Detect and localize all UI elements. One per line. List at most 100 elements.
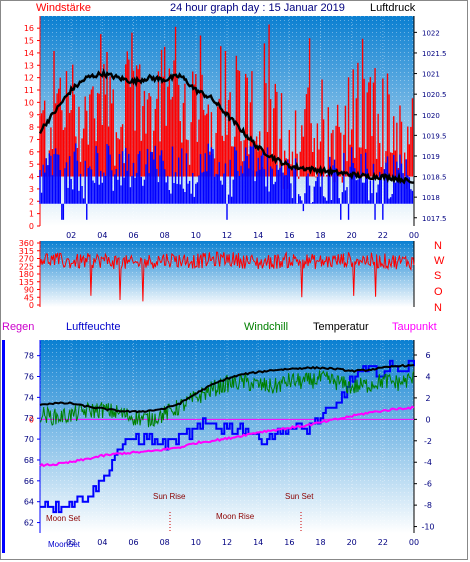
temperature-tick-label: 6 xyxy=(425,351,430,360)
wind-tick-label: 10 xyxy=(24,98,34,107)
wind-tick-label: 16 xyxy=(24,24,34,33)
wind-tick-label: 0 xyxy=(29,222,34,231)
wind-tick-label: 11 xyxy=(24,86,34,95)
time-tick-label: 08 xyxy=(160,538,170,547)
rain-label: Regen xyxy=(2,321,34,333)
time-tick-label: 02 xyxy=(66,538,76,547)
pressure-tick-label: 1020 xyxy=(422,112,440,120)
pressure-line xyxy=(38,68,415,185)
wind-tick-label: 8 xyxy=(29,123,34,132)
pressure-tick-label: 1021 xyxy=(422,71,440,79)
direction-letter-o: O xyxy=(434,286,443,298)
time-tick-label: 20 xyxy=(347,231,357,240)
rain-marker-label: 0 xyxy=(29,415,34,424)
wind-tick-label: 2 xyxy=(29,197,34,206)
time-tick-label: 14 xyxy=(253,538,263,547)
direction-letter-n2: N xyxy=(434,302,442,314)
pressure-tick-label: 1021.5 xyxy=(422,50,447,58)
time-tick-label: 22 xyxy=(378,231,388,240)
pressure-tick-label: 1018.5 xyxy=(422,174,447,182)
direction-tick-label: 45 xyxy=(24,293,34,302)
humidity-tick-label: 72 xyxy=(24,414,34,423)
wind-tick-label: 14 xyxy=(24,49,34,58)
pressure-label: Luftdruck xyxy=(370,2,416,14)
time-tick-label: 14 xyxy=(253,231,263,240)
wind-pressure-plot: 0123456789101112131415161017.510181018.5… xyxy=(24,16,447,240)
time-tick-label: 00 xyxy=(409,231,419,240)
time-tick-label: 00 xyxy=(409,538,419,547)
time-tick-label: 10 xyxy=(191,538,201,547)
wind-tick-label: 9 xyxy=(29,111,34,120)
wind-tick-label: 3 xyxy=(29,185,34,194)
humidity-tick-label: 78 xyxy=(24,352,34,361)
pressure-tick-label: 1019.5 xyxy=(422,132,447,140)
rain-axis-bar xyxy=(2,340,5,553)
wind-average-series xyxy=(39,139,414,220)
humidity-tick-label: 62 xyxy=(24,519,34,528)
wind-tick-label: 15 xyxy=(24,37,34,46)
direction-tick-label: 180 xyxy=(19,270,34,279)
time-tick-label: 08 xyxy=(160,231,170,240)
windchill-line xyxy=(39,370,415,428)
humidity-label: Luftfeuchte xyxy=(66,321,120,333)
wind-tick-label: 12 xyxy=(24,74,34,83)
pressure-tick-label: 1018 xyxy=(422,194,440,202)
direction-letter-s: S xyxy=(434,270,441,282)
time-tick-label: 02 xyxy=(66,231,76,240)
wind-tick-label: 5 xyxy=(29,160,34,169)
time-tick-label: 22 xyxy=(378,538,388,547)
temperature-label: Temperatur xyxy=(313,321,369,333)
temperature-tick-label: -10 xyxy=(421,523,434,532)
direction-tick-label: 360 xyxy=(19,239,34,248)
time-tick-label: 18 xyxy=(315,231,325,240)
direction-tick-label: 315 xyxy=(19,247,34,256)
temperature-tick-label: -4 xyxy=(424,458,432,467)
time-tick-label: 04 xyxy=(97,231,107,240)
temperature-tick-label: 0 xyxy=(425,415,430,424)
time-tick-label: 04 xyxy=(97,538,107,547)
dewpoint-label: Taupunkt xyxy=(392,321,437,333)
humidity-tick-label: 64 xyxy=(24,498,34,507)
windchill-label: Windchill xyxy=(244,321,288,333)
moon-set-label: Moon Set xyxy=(46,514,81,523)
temperature-tick-label: -2 xyxy=(424,437,432,446)
moon-set-axis-label: MoonSet xyxy=(48,540,81,549)
temperature-tick-label: -6 xyxy=(424,480,432,489)
pressure-tick-label: 1022 xyxy=(422,29,440,37)
pressure-tick-label: 1019 xyxy=(422,153,440,161)
wind-tick-label: 4 xyxy=(29,173,34,182)
temperature-tick-label: 4 xyxy=(425,372,430,381)
temperature-tick-label: 2 xyxy=(425,394,430,403)
direction-letter-n1: N xyxy=(434,240,442,252)
time-tick-label: 06 xyxy=(128,538,138,547)
direction-tick-label: 0 xyxy=(29,301,34,310)
wind-direction-line xyxy=(39,251,415,302)
wind-tick-label: 13 xyxy=(24,61,34,70)
wind-tick-label: 1 xyxy=(29,210,34,219)
chart-title: 24 hour graph day : 15 Januar 2019 xyxy=(170,2,345,14)
time-tick-label: 12 xyxy=(222,538,232,547)
sun-set-label: Sun Set xyxy=(285,492,314,501)
temperature-humidity-plot: 02 04 06 08 10 12 14 16 18 20 22 006264666870727476… xyxy=(24,340,435,547)
temperature-tick-label: -8 xyxy=(424,501,432,510)
humidity-tick-label: 66 xyxy=(24,477,34,486)
moon-rise-label: Moon Rise xyxy=(216,512,255,521)
direction-tick-label: 270 xyxy=(19,255,34,264)
direction-tick-label: 90 xyxy=(24,286,34,295)
time-tick-label: 12 xyxy=(222,231,232,240)
humidity-tick-label: 74 xyxy=(24,393,34,402)
humidity-tick-label: 70 xyxy=(24,435,34,444)
direction-tick-label: 135 xyxy=(19,278,34,287)
time-tick-label: 16 xyxy=(284,231,294,240)
time-tick-label: 10 xyxy=(191,231,201,240)
direction-tick-label: 225 xyxy=(19,262,34,271)
dewpoint-line xyxy=(39,405,415,468)
wind-speed-label: Windstärke xyxy=(36,2,91,14)
temperature-line xyxy=(39,363,415,414)
time-tick-label: 18 xyxy=(315,538,325,547)
pressure-tick-label: 1017.5 xyxy=(422,215,447,223)
humidity-tick-label: 76 xyxy=(24,373,34,382)
